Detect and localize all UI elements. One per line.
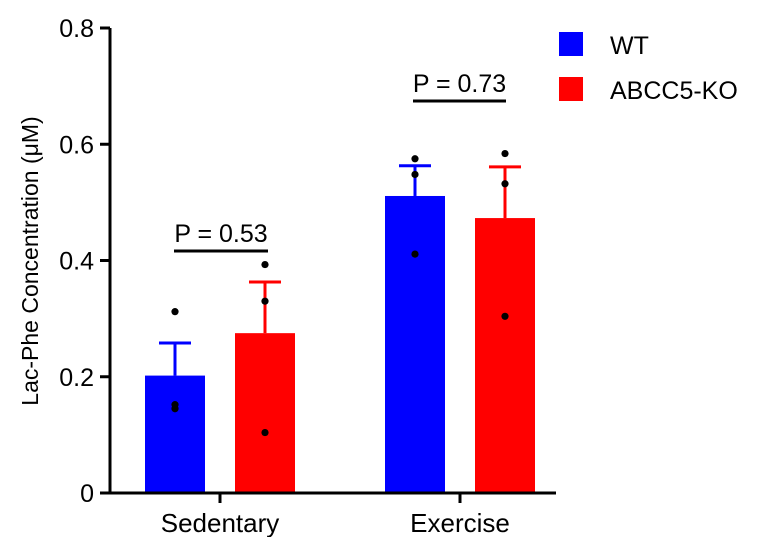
data-point-abcc5-ko-exercise-1	[501, 180, 509, 188]
y-tick-label-3: 0.6	[59, 131, 94, 159]
p-value-label-1: P = 0.73	[413, 70, 506, 98]
data-point-wt-exercise-1	[411, 170, 419, 179]
bar-abcc5-ko-sedentary	[235, 333, 295, 493]
data-point-wt-sedentary-0	[171, 308, 179, 316]
bar-wt-exercise	[385, 195, 445, 493]
bar-wt-sedentary	[145, 375, 205, 493]
error-bars-layer	[159, 164, 521, 376]
y-axis-label: Lac-Phe Concentration (μM)	[17, 116, 43, 405]
data-point-abcc5-ko-sedentary-2	[261, 428, 269, 437]
y-tick-label-2: 0.4	[59, 248, 94, 276]
bars-layer	[145, 195, 535, 493]
data-point-wt-sedentary-2	[171, 405, 179, 413]
axes-layer: 0 0.2 0.4 0.6 0.8 Sedentary Exercise	[59, 15, 556, 537]
data-point-abcc5-ko-sedentary-0	[261, 260, 269, 269]
data-point-abcc5-ko-exercise-0	[501, 149, 509, 158]
y-tick-label-1: 0.2	[59, 364, 94, 392]
legend-label-wt: WT	[610, 32, 649, 60]
x-tick-label-exercise: Exercise	[410, 508, 510, 537]
y-tick-label-0: 0	[80, 480, 94, 508]
data-point-abcc5-ko-sedentary-1	[261, 297, 269, 305]
annotations-layer: P = 0.53 P = 0.73	[174, 70, 506, 253]
data-point-wt-exercise-2	[411, 250, 419, 258]
legend-swatch-wt	[559, 32, 583, 56]
data-point-abcc5-ko-exercise-2	[501, 312, 509, 320]
data-points-layer	[171, 149, 509, 437]
x-tick-label-sedentary: Sedentary	[161, 508, 280, 537]
legend: WT ABCC5-KO	[559, 32, 738, 105]
y-tick-label-4: 0.8	[59, 15, 94, 43]
p-value-label-0: P = 0.53	[174, 220, 267, 248]
data-point-wt-exercise-0	[411, 155, 419, 163]
legend-swatch-abcc5-ko	[559, 77, 583, 101]
bar-abcc5-ko-exercise	[475, 218, 535, 493]
legend-label-abcc5-ko: ABCC5-KO	[610, 77, 738, 105]
